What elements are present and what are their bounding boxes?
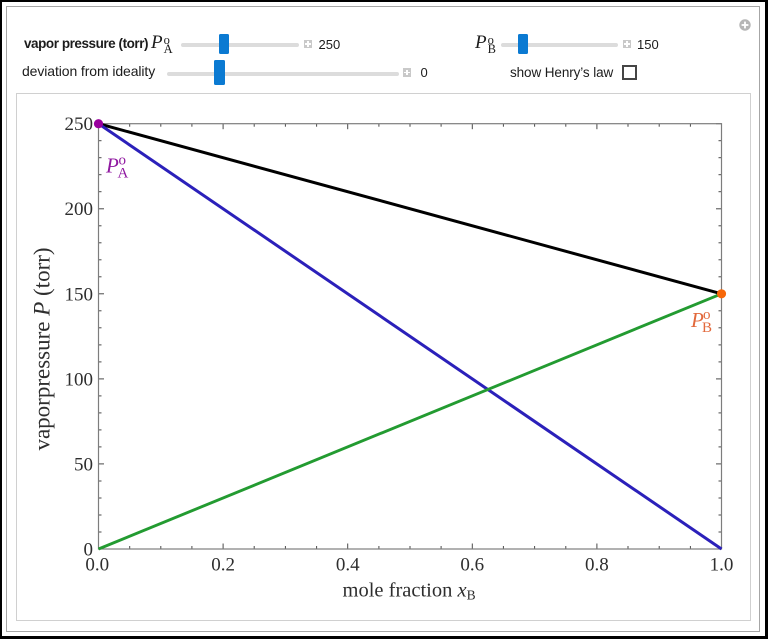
svg-text:P: P [105, 154, 119, 178]
svg-text:250: 250 [65, 114, 94, 135]
svg-text:B: B [702, 320, 712, 336]
svg-text:0.8: 0.8 [585, 555, 609, 576]
svg-text:vaporpressure P (torr): vaporpressure P (torr) [30, 247, 55, 450]
svg-text:0: 0 [84, 540, 94, 561]
svg-text:100: 100 [65, 369, 94, 390]
svg-text:0.4: 0.4 [336, 555, 360, 576]
svg-text:0.0: 0.0 [85, 555, 109, 576]
svg-text:P: P [690, 308, 704, 332]
svg-text:150: 150 [65, 284, 94, 305]
svg-text:0.6: 0.6 [460, 555, 484, 576]
svg-text:o: o [703, 307, 711, 323]
svg-text:mole fraction xB: mole fraction xB [343, 579, 476, 602]
svg-text:0.2: 0.2 [211, 555, 235, 576]
svg-text:200: 200 [65, 199, 94, 220]
svg-text:o: o [119, 153, 127, 169]
svg-text:1.0: 1.0 [710, 555, 734, 576]
svg-text:A: A [118, 166, 129, 182]
svg-text:50: 50 [74, 454, 93, 475]
